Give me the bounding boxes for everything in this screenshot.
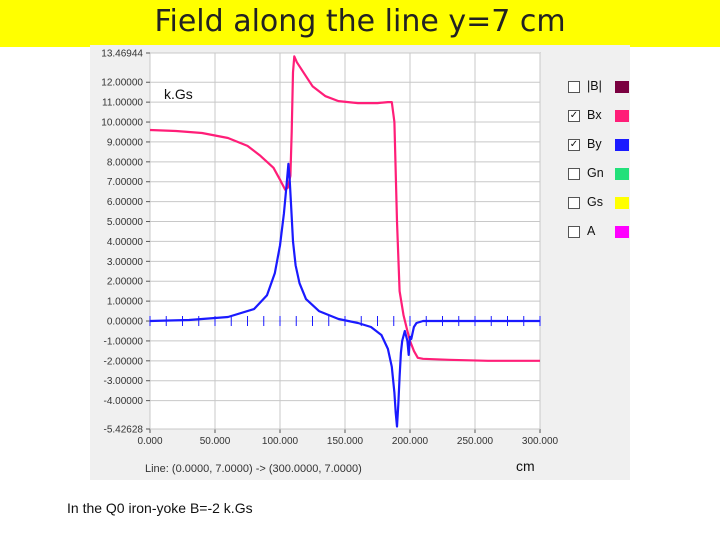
legend-checkbox[interactable] [568, 81, 580, 93]
legend-label: Gs [587, 195, 603, 209]
y-tick-label: 11.00000 [102, 98, 143, 109]
y-tick-label: 13.46944 [101, 49, 143, 60]
y-tick-label: 8.00000 [107, 157, 144, 168]
y-tick-label: -2.00000 [104, 356, 144, 367]
x-tick-label: 100.000 [262, 436, 299, 447]
legend-item-b[interactable]: |B| [565, 78, 635, 96]
y-tick-label: -3.00000 [104, 376, 144, 387]
y-tick-label: 10.00000 [101, 118, 143, 129]
y-tick-label: 5.00000 [107, 217, 144, 228]
y-tick-label: 3.00000 [107, 257, 144, 268]
legend-checkbox[interactable]: ✓ [568, 110, 580, 122]
y-tick-label: -4.00000 [104, 396, 144, 407]
y-unit-label: k.Gs [164, 86, 193, 102]
footnote: In the Q0 iron-yoke B=-2 k.Gs [67, 500, 253, 516]
legend-swatch [615, 139, 629, 151]
legend-swatch [615, 226, 629, 238]
legend-checkbox[interactable]: ✓ [568, 139, 580, 151]
x-tick-label: 250.000 [457, 436, 494, 447]
legend-label: A [587, 224, 596, 238]
y-tick-label: 0.00000 [107, 317, 144, 328]
slide-title: Field along the line y=7 cm [154, 4, 566, 39]
title-bar [0, 0, 720, 47]
y-tick-label: 1.00000 [107, 297, 144, 308]
legend-swatch [615, 197, 629, 209]
legend-label: Gn [587, 166, 604, 180]
y-tick-label: 2.00000 [107, 277, 144, 288]
line-status: Line: (0.0000, 7.0000) -> (300.0000, 7.0… [145, 463, 362, 475]
legend-item-bx[interactable]: ✓ Bx [565, 107, 635, 125]
legend-checkbox[interactable] [568, 226, 580, 238]
x-tick-label: 50.000 [200, 436, 231, 447]
y-tick-label: -1.00000 [104, 336, 144, 347]
legend-label: |B| [587, 79, 602, 93]
x-tick-label: 150.000 [327, 436, 364, 447]
legend-item-gs[interactable]: Gs [565, 194, 635, 212]
legend-checkbox[interactable] [568, 168, 580, 180]
x-tick-label: 300.000 [522, 436, 559, 447]
legend-swatch [615, 168, 629, 180]
legend-item-by[interactable]: ✓ By [565, 136, 635, 154]
x-tick-label: 200.000 [392, 436, 429, 447]
field-plot: 0.000 50.000 100.000 150.000 200.000 250.000 3… [101, 49, 559, 448]
y-tick-label: 6.00000 [107, 197, 144, 208]
chart-panel: 0.000 50.000 100.000 150.000 200.000 250.000 3… [90, 45, 630, 480]
legend-item-gn[interactable]: Gn [565, 165, 635, 183]
y-tick-label: -5.42628 [104, 425, 144, 436]
y-tick-label: 4.00000 [107, 237, 144, 248]
x-tick-label: 0.000 [137, 436, 162, 447]
y-tick-label: 12.00000 [101, 78, 143, 89]
legend-checkbox[interactable] [568, 197, 580, 209]
y-tick-label: 9.00000 [107, 137, 144, 148]
legend-swatch [615, 110, 629, 122]
series-by-line [149, 162, 540, 428]
x-unit-label: cm [516, 458, 535, 474]
legend-item-a[interactable]: A [565, 223, 635, 241]
legend-label: By [587, 137, 602, 151]
y-tick-label: 7.00000 [107, 177, 144, 188]
legend-swatch [615, 81, 629, 93]
series-bx-line [149, 55, 540, 362]
legend-label: Bx [587, 108, 602, 122]
